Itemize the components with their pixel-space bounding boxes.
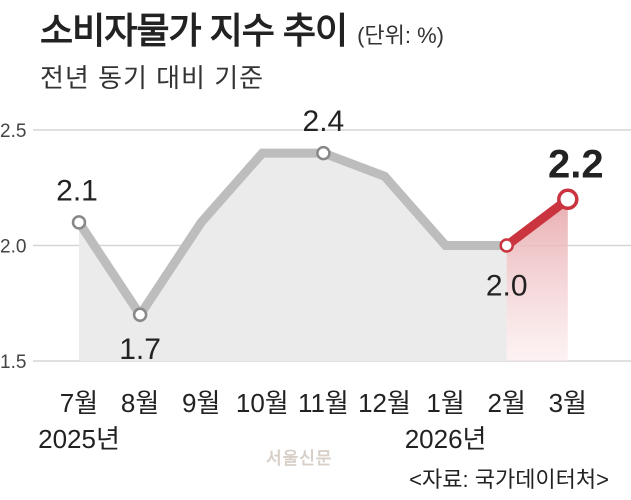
y-tick-label: 2.0 xyxy=(0,237,26,258)
title-row: 소비자물가 지수 추이 (단위: %) xyxy=(40,2,444,51)
data-label-8월: 1.7 xyxy=(119,333,161,366)
publisher-watermark: 서울신문 xyxy=(266,449,333,468)
point-marker-3월 xyxy=(557,188,579,211)
y-tick-label: 1.5 xyxy=(0,352,26,373)
y-tick-label: 2.5 xyxy=(0,121,26,142)
series-line-highlight xyxy=(502,194,573,250)
data-label-7월: 2.1 xyxy=(56,174,98,207)
series-line xyxy=(75,148,507,323)
point-marker-11월 xyxy=(316,145,331,161)
x-tick-label: 11월 xyxy=(298,388,349,418)
x-axis: 7월 8월 9월 10월 11월 12월 1월 2월 3월 2025년 2026년 xyxy=(38,388,587,454)
point-marker-8월 xyxy=(132,307,148,323)
data-labels: 2.1 1.7 2.4 2.0 2.2 xyxy=(56,105,603,366)
y-axis: 1.5 2.0 2.5 xyxy=(0,121,26,373)
x-tick-label: 12월 xyxy=(358,388,411,418)
data-label-11월: 2.4 xyxy=(303,105,345,138)
x-tick-label: 1월 xyxy=(426,388,464,418)
year-label: 2025년 xyxy=(38,424,120,454)
x-tick-label: 8월 xyxy=(121,388,159,418)
source-note: <자료: 국가데이터처> xyxy=(409,467,609,492)
data-label-3월: 2.2 xyxy=(548,142,604,186)
data-label-2월: 2.0 xyxy=(486,270,528,303)
area-fill-main xyxy=(79,153,507,361)
unit-label: (단위: %) xyxy=(357,23,445,48)
chart-title: 소비자물가 지수 추이 xyxy=(40,10,348,51)
year-label: 2026년 xyxy=(405,424,487,454)
chart-subtitle: 전년 동기 대비 기준 xyxy=(40,63,265,93)
x-tick-label: 9월 xyxy=(182,388,220,418)
area-fill-highlight xyxy=(506,199,568,361)
point-marker-2월 xyxy=(499,238,514,253)
area-fill xyxy=(79,153,568,361)
x-tick-label: 10월 xyxy=(236,388,289,418)
point-marker-7월 xyxy=(71,215,87,230)
x-tick-label: 7월 xyxy=(60,388,98,418)
series-lines xyxy=(75,148,573,323)
point-markers xyxy=(71,145,579,323)
x-tick-label: 3월 xyxy=(549,388,587,418)
x-tick-label: 2월 xyxy=(488,388,526,418)
